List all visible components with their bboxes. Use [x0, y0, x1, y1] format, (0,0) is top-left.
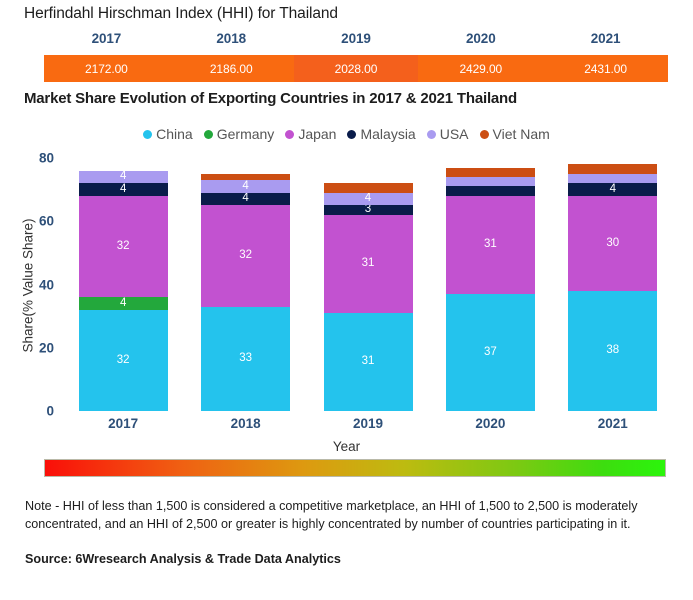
- bar-segment[interactable]: 3: [323, 205, 413, 215]
- bar-segment[interactable]: 38: [568, 290, 658, 411]
- bar-segment[interactable]: 31: [323, 312, 413, 411]
- bar-segment-label: 4: [609, 183, 616, 195]
- bar-segment[interactable]: 32: [201, 205, 291, 307]
- legend-item[interactable]: Viet Nam: [479, 126, 550, 142]
- chart-plot-area: Share(% Value Share) 0 20 40 60 80 32 4 32 4 4 33…: [0, 150, 693, 454]
- legend-item[interactable]: Germany: [203, 126, 275, 142]
- bar-segment-label: 4: [242, 180, 249, 192]
- x-axis-tick-label: 2021: [597, 416, 628, 431]
- hhi-year-label: 2018: [216, 31, 247, 46]
- y-axis-tick-label: 0: [46, 403, 54, 419]
- bar-segment-label: 32: [116, 239, 130, 252]
- bar-segment[interactable]: 4: [201, 192, 291, 206]
- stacked-bar[interactable]: 38 30 4: [568, 164, 658, 411]
- bar-segment-label: 30: [606, 236, 620, 249]
- hhi-value-cell: 2429.00: [459, 61, 503, 76]
- legend-swatch-icon: [479, 129, 489, 139]
- hhi-year-header-row: 2017 2018 2019 2020 2021: [44, 31, 668, 46]
- y-axis-tick-label: 80: [38, 150, 54, 166]
- bar-segment-label: 38: [606, 344, 620, 357]
- hhi-value-cell: 2172.00: [85, 61, 128, 76]
- bar-segment[interactable]: [568, 164, 658, 174]
- bar-segment-label: 4: [119, 170, 127, 183]
- bar-segment[interactable]: [445, 177, 535, 187]
- legend-label: Viet Nam: [492, 126, 550, 142]
- legend-label: Malaysia: [360, 126, 416, 142]
- legend-item[interactable]: Malaysia: [347, 126, 416, 142]
- y-axis-tick-label: 60: [38, 213, 54, 229]
- bar-segment[interactable]: 4: [201, 180, 291, 193]
- bar-segment-label: 32: [116, 353, 130, 366]
- bar-segment[interactable]: 37: [445, 294, 535, 411]
- bar-segment[interactable]: 31: [323, 214, 413, 313]
- hhi-year-label: 2020: [465, 31, 496, 46]
- legend-swatch-icon: [143, 129, 153, 139]
- hhi-value-cell: 2186.00: [209, 61, 253, 76]
- bar-segment-label: 33: [239, 352, 252, 365]
- bar-segment[interactable]: [445, 167, 535, 177]
- bar-segment[interactable]: [568, 173, 658, 184]
- bar-segment-label: 4: [119, 183, 127, 195]
- hhi-year-label: 2019: [341, 31, 371, 46]
- x-axis-tick-label: 2019: [352, 416, 384, 431]
- legend-label: USA: [439, 126, 469, 142]
- chart-legend: China Germany Japan Malaysia USA Viet Nam: [0, 126, 693, 142]
- legend-swatch-icon: [285, 129, 295, 139]
- bar-segment[interactable]: [323, 183, 413, 193]
- hhi-gradient-scale-bar: [44, 459, 666, 477]
- x-axis-tick-label: 2020: [475, 416, 506, 431]
- x-axis-title: Year: [332, 439, 361, 454]
- footer-note: Note - HHI of less than 1,500 is conside…: [25, 499, 638, 532]
- chart-title: Market Share Evolution of Exporting Coun…: [24, 90, 517, 107]
- hhi-year-label: 2017: [91, 31, 122, 46]
- x-axis-tick-label: 2018: [230, 416, 261, 431]
- stacked-bar[interactable]: 33 32 4 4: [201, 173, 291, 411]
- legend-swatch-icon: [426, 129, 436, 139]
- bar-segment[interactable]: 33: [201, 306, 291, 411]
- bar-segment[interactable]: 4: [78, 183, 168, 196]
- hhi-year-label: 2021: [590, 31, 621, 46]
- bar-segment[interactable]: 4: [78, 170, 168, 184]
- bar-segment[interactable]: 31: [445, 195, 535, 294]
- hhi-value-cell: 2028.00: [293, 55, 419, 82]
- bar-segment[interactable]: 30: [568, 195, 658, 291]
- legend-swatch-icon: [203, 129, 213, 139]
- y-axis-tick-label: 40: [38, 277, 54, 292]
- footer-source: Source: 6Wresearch Analysis & Trade Data…: [25, 552, 341, 566]
- legend-item[interactable]: USA: [426, 126, 469, 142]
- y-axis-tick-label: 20: [38, 340, 54, 356]
- legend-item[interactable]: Japan: [285, 126, 336, 142]
- bar-segment-label: 31: [361, 257, 375, 270]
- hhi-value-bar: 2172.00 2186.00 2028.00 2429.00 2431.00: [44, 55, 668, 82]
- bars-container: 32 4 32 4 4 33 32 4 4 31 31 3 4 37 31 38 30 4: [62, 158, 674, 411]
- x-axis-tick-label: 2017: [108, 416, 139, 431]
- bar-segment[interactable]: 4: [568, 183, 658, 196]
- bar-segment[interactable]: [445, 186, 535, 196]
- bar-segment[interactable]: 4: [323, 192, 413, 206]
- page-title: Herfindahl Hirschman Index (HHI) for Tha…: [24, 5, 338, 22]
- bar-segment-label: 31: [361, 355, 375, 368]
- legend-label: Japan: [298, 126, 337, 142]
- bar-segment[interactable]: [201, 173, 291, 181]
- stacked-bar[interactable]: 37 31: [445, 167, 535, 411]
- bar-segment-label: 32: [239, 249, 252, 262]
- bar-segment[interactable]: 32: [78, 309, 168, 411]
- stacked-bar[interactable]: 31 31 3 4: [323, 183, 413, 411]
- legend-swatch-icon: [347, 129, 357, 139]
- bar-segment[interactable]: 32: [78, 195, 168, 298]
- stacked-bar[interactable]: 32 4 32 4 4: [78, 170, 168, 411]
- bar-segment-label: 4: [242, 192, 249, 205]
- bar-segment-label: 3: [364, 205, 372, 215]
- bar-segment[interactable]: 4: [78, 297, 168, 310]
- hhi-value-cell: 2431.00: [584, 61, 627, 76]
- bar-segment-label: 37: [483, 345, 497, 358]
- legend-label: China: [156, 126, 193, 142]
- legend-item[interactable]: China: [143, 126, 193, 142]
- legend-label: Germany: [216, 126, 275, 142]
- bar-segment-label: 31: [483, 238, 497, 251]
- bar-segment-label: 4: [364, 192, 372, 205]
- bar-segment-label: 4: [119, 297, 127, 309]
